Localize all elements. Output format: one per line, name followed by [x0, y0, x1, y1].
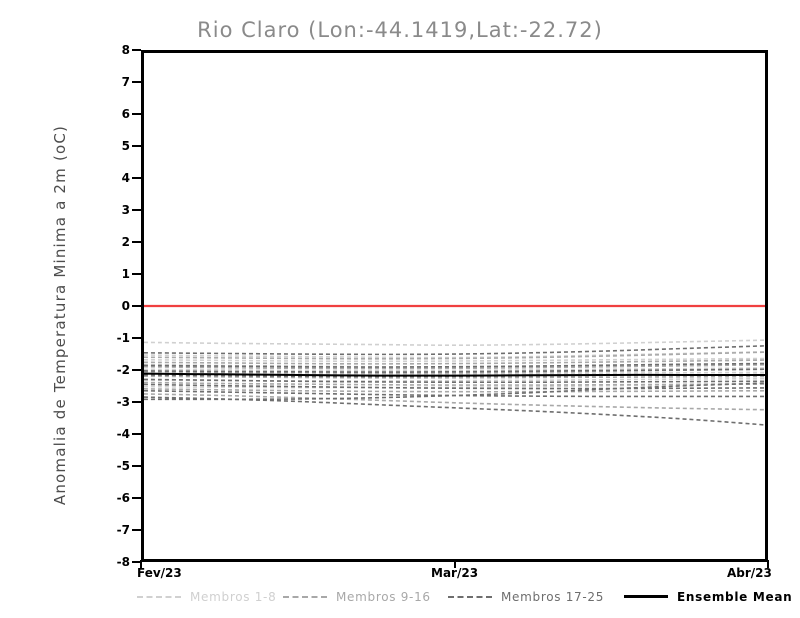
series-line [144, 397, 765, 425]
series-line [144, 352, 765, 359]
legend-swatch [448, 595, 492, 598]
series-line [144, 358, 765, 361]
y-tick-label: 1 [121, 267, 130, 281]
y-tick-label: -4 [116, 427, 130, 441]
plot-area [141, 50, 768, 562]
chart-legend: Membros 1-8 Membros 9-16 Membros 17-25 Ense… [0, 586, 800, 608]
series-line [144, 383, 765, 386]
y-tick-label: 8 [121, 43, 130, 57]
series-line [144, 384, 765, 388]
y-tick-mark [132, 241, 141, 243]
legend-swatch [624, 595, 668, 598]
y-tick-mark [132, 369, 141, 371]
y-tick-mark [132, 401, 141, 403]
y-tick-mark [132, 305, 141, 307]
y-tick-mark [132, 529, 141, 531]
y-tick-mark [132, 209, 141, 211]
series-line [144, 394, 765, 410]
legend-label: Membros 9-16 [336, 589, 431, 604]
series-line [144, 369, 765, 372]
legend-item: Membros 1-8 [137, 586, 276, 606]
series-line [144, 374, 765, 376]
y-tick-label: -3 [116, 395, 130, 409]
y-tick-label: 0 [121, 299, 130, 313]
series-line [144, 364, 765, 367]
legend-label: Membros 17-25 [501, 589, 605, 604]
x-tick-label: Mar/23 [431, 566, 479, 580]
series-lines [144, 53, 765, 559]
y-tick-mark [132, 49, 141, 51]
series-line [144, 340, 765, 345]
series-line [144, 379, 765, 382]
series-line [144, 389, 765, 392]
x-tick-mark [453, 560, 456, 568]
y-tick-label: 3 [121, 203, 130, 217]
y-tick-mark [132, 113, 141, 115]
legend-item: Membros 9-16 [283, 586, 431, 606]
series-line [144, 383, 765, 399]
x-tick-mark [140, 560, 142, 568]
y-tick-mark [132, 177, 141, 179]
y-tick-label: -5 [116, 459, 130, 473]
x-tick-label: Abr/23 [727, 566, 772, 580]
legend-swatch [283, 595, 327, 598]
y-tick-label: -6 [116, 491, 130, 505]
series-line [144, 346, 765, 355]
y-tick-mark [132, 465, 141, 467]
y-tick-mark [132, 433, 141, 435]
y-tick-label: 4 [121, 171, 130, 185]
y-tick-label: -1 [116, 331, 130, 345]
y-tick-label: 7 [121, 75, 130, 89]
y-tick-mark [132, 81, 141, 83]
y-tick-label: 6 [121, 107, 130, 121]
legend-label: Ensemble Mean [677, 589, 793, 604]
series-line [144, 376, 765, 378]
series-line [144, 365, 765, 369]
x-tick-label: Fev/23 [137, 566, 182, 580]
legend-swatch [137, 595, 181, 598]
legend-item: Ensemble Mean [624, 586, 792, 606]
legend-label: Membros 1-8 [190, 589, 277, 604]
y-tick-mark [132, 561, 141, 563]
y-tick-mark [132, 497, 141, 499]
y-tick-label: 2 [121, 235, 130, 249]
y-axis-label: Anomalia de Temperatura Minima a 2m (oC) [51, 124, 69, 506]
y-tick-mark [132, 337, 141, 339]
y-tick-label: -2 [116, 363, 130, 377]
x-tick-mark [767, 560, 769, 568]
y-tick-label: -8 [116, 555, 130, 569]
legend-item: Membros 17-25 [448, 586, 604, 606]
y-tick-mark [132, 273, 141, 275]
series-line [144, 360, 765, 364]
series-line [144, 368, 765, 371]
y-tick-label: 5 [121, 139, 130, 153]
y-tick-mark [132, 145, 141, 147]
chart-title: Rio Claro (Lon:-44.1419,Lat:-22.72) [197, 18, 603, 42]
y-tick-label: -7 [116, 523, 130, 537]
